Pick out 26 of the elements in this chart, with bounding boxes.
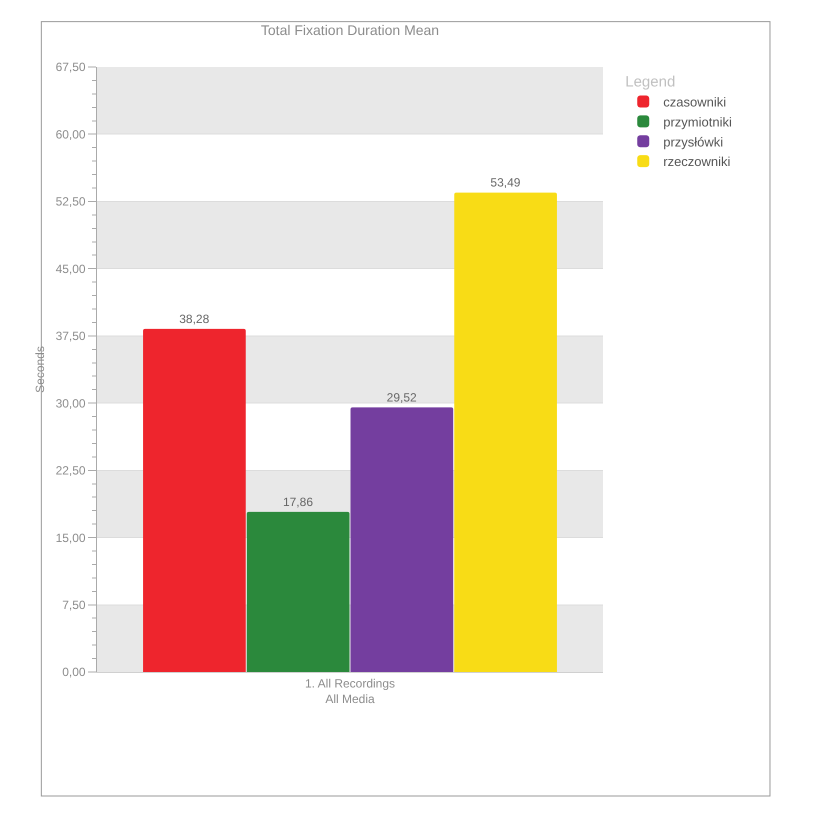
legend-label: rzeczowniki bbox=[663, 154, 731, 170]
chart-title: Total Fixation Duration Mean bbox=[260, 22, 440, 38]
y-tick-label: 30,00 bbox=[56, 396, 86, 410]
y-tick-label: 0,00 bbox=[62, 665, 86, 680]
y-tick-label: 15,00 bbox=[56, 530, 86, 545]
y-tick-label: 67,50 bbox=[56, 60, 86, 74]
legend-label: przymiotniki bbox=[663, 114, 732, 130]
legend-label: czasowniki bbox=[663, 94, 726, 110]
y-tick-label: 45,00 bbox=[56, 262, 86, 276]
data-label: 17,86 bbox=[282, 494, 314, 509]
bar bbox=[143, 328, 246, 672]
y-axis-title: Seconds bbox=[32, 346, 47, 393]
data-label: 38,28 bbox=[179, 312, 210, 326]
bar bbox=[454, 192, 557, 672]
bar bbox=[350, 407, 454, 672]
y-tick-label: 7,50 bbox=[62, 598, 86, 612]
legend-title: Legend bbox=[625, 74, 676, 90]
y-tick-label: 52,50 bbox=[56, 194, 86, 209]
data-label: 29,52 bbox=[386, 390, 418, 404]
y-tick-label: 22,50 bbox=[56, 464, 86, 478]
bar bbox=[246, 512, 350, 672]
data-label: 53,49 bbox=[490, 176, 521, 190]
x-tick-label: 1. All Recordings All Media bbox=[304, 676, 396, 706]
y-tick-label: 37,50 bbox=[56, 329, 86, 344]
legend-label: przysłówki bbox=[663, 134, 724, 150]
y-tick-label: 60,00 bbox=[56, 127, 86, 142]
